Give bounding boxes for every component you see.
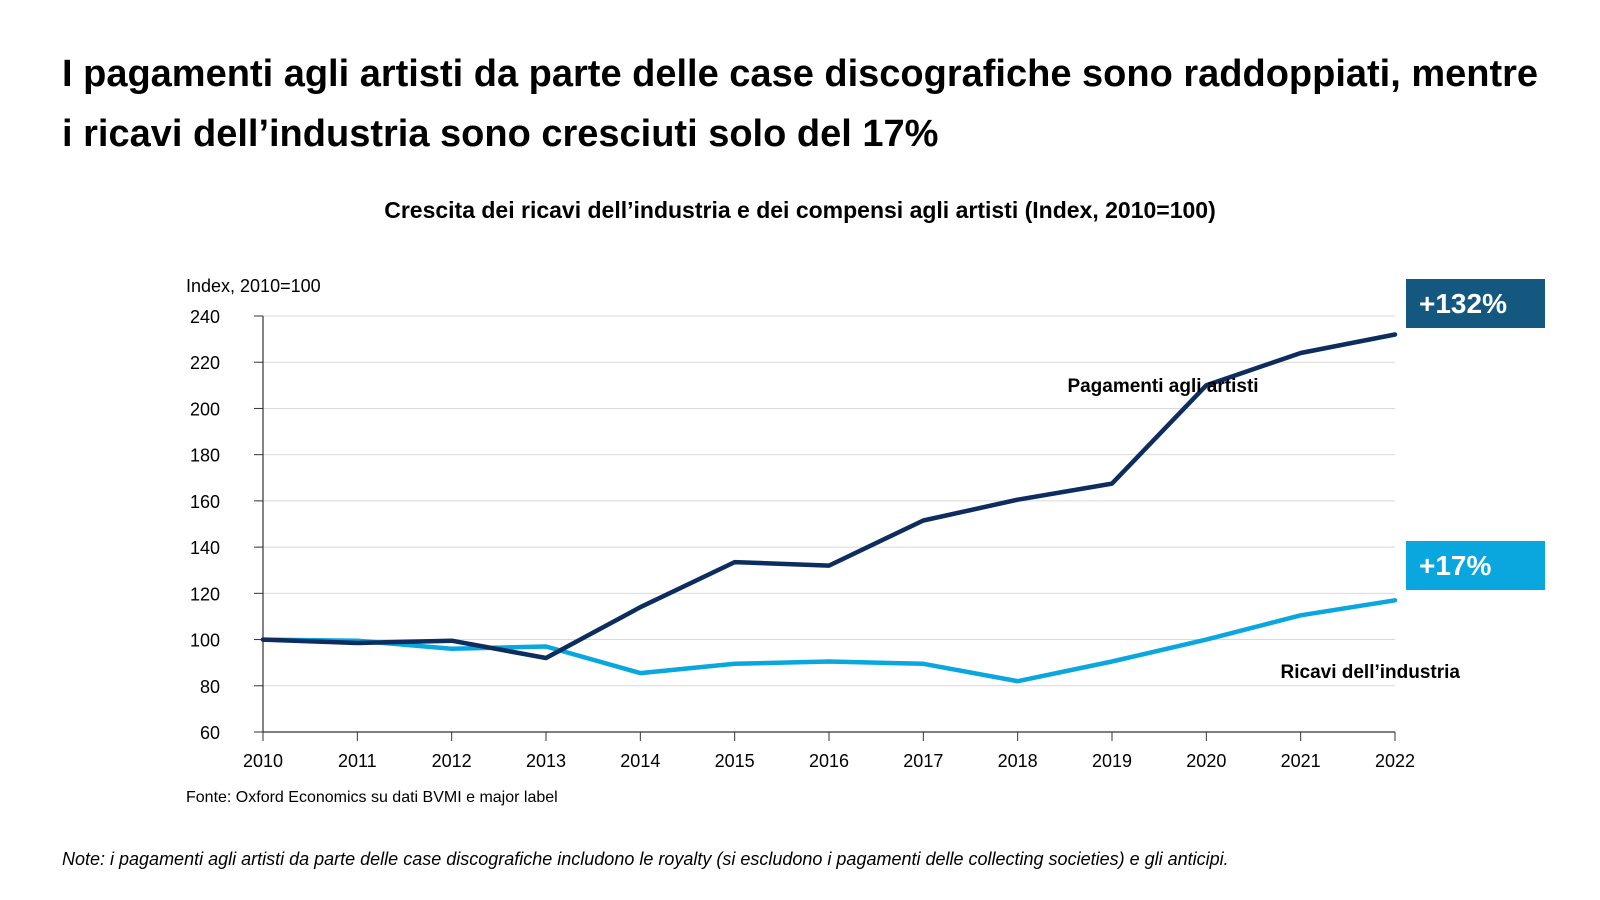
footnote: Note: i pagamenti agli artisti da parte …: [62, 849, 1229, 869]
y-tick-label: 180: [190, 446, 220, 466]
x-tick-label: 2022: [1375, 751, 1415, 771]
y-tick-label: 100: [190, 631, 220, 651]
gridlines: [263, 315, 1395, 687]
badge-label-1: +17%: [1419, 550, 1491, 581]
series-lines: [260, 332, 1398, 684]
y-axis-label: Index, 2010=100: [186, 276, 321, 296]
series-line-0: [260, 332, 1398, 661]
x-tick-label: 2014: [620, 751, 660, 771]
y-tick-label: 140: [190, 538, 220, 558]
x-tick-label: 2018: [998, 751, 1038, 771]
series-labels: Pagamenti agli artisti Ricavi dell’indust…: [1067, 376, 1460, 683]
x-tick-label: 2013: [526, 751, 566, 771]
y-tick-label: 240: [190, 307, 220, 327]
badge-box-1: [1406, 541, 1545, 590]
x-tick-label: 2021: [1281, 751, 1321, 771]
y-tick-label: 220: [190, 353, 220, 373]
series-label-pagamenti: Pagamenti agli artisti: [1067, 376, 1258, 397]
y-tick-label: 200: [190, 399, 220, 419]
x-tick-label: 2020: [1186, 751, 1226, 771]
badge-box-0: [1406, 279, 1545, 328]
line-chart: 60 80 100 120 140 160 180 200 220 240 2010 2011 2012…: [186, 276, 1545, 771]
axes: 60 80 100 120 140 160 180 200 220 240 2010 2011 2012…: [186, 276, 1415, 771]
badge-label-0: +132%: [1419, 288, 1507, 319]
x-tick-label: 2017: [903, 751, 943, 771]
change-badges: +132% +17%: [1406, 279, 1545, 590]
x-tick-label: 2012: [432, 751, 472, 771]
headline: I pagamenti agli artisti da parte delle …: [62, 53, 1539, 155]
series-line-1: [260, 598, 1398, 684]
chart-title: Crescita dei ricavi dell’industria e dei…: [384, 197, 1216, 223]
x-tick-label: 2010: [243, 751, 283, 771]
y-tick-label: 60: [200, 723, 220, 743]
x-tick-label: 2016: [809, 751, 849, 771]
x-tick-label: 2015: [715, 751, 755, 771]
x-tick-label: 2019: [1092, 751, 1132, 771]
y-tick-label: 160: [190, 492, 220, 512]
series-label-ricavi: Ricavi dell’industria: [1281, 662, 1461, 683]
y-tick-label: 120: [190, 584, 220, 604]
y-tick-label: 80: [200, 677, 220, 697]
x-tick-label: 2011: [338, 751, 377, 771]
source-note: Fonte: Oxford Economics su dati BVMI e m…: [186, 789, 558, 806]
